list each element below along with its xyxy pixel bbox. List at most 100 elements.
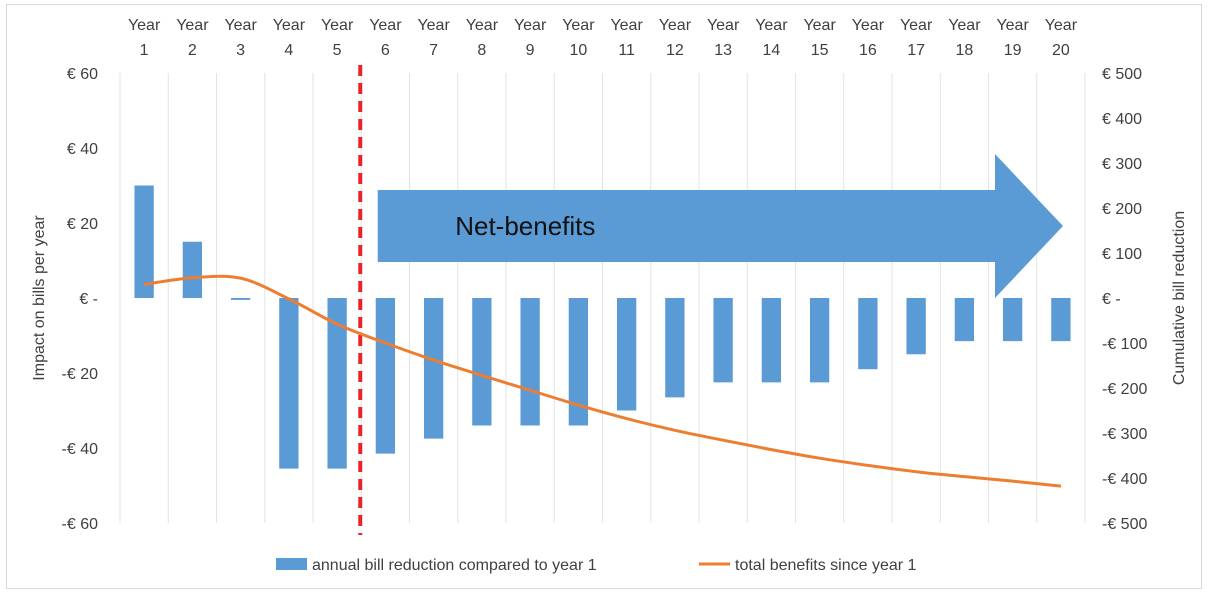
x-tick-label: Year 2	[176, 17, 209, 59]
x-tick-label: Year 11	[610, 17, 643, 59]
right-tick-label: -€ 200	[1102, 381, 1147, 398]
right-tick-label: € 400	[1102, 111, 1142, 128]
legend: annual bill reduction compared to year 1…	[276, 557, 917, 574]
x-tick-label: Year 20	[1045, 17, 1078, 59]
x-tick-label: Year 8	[466, 17, 499, 59]
x-tick-label: Year 4	[273, 17, 306, 59]
x-tick-label-line: 18	[955, 42, 973, 59]
x-tick-label-line: Year	[417, 17, 450, 34]
x-tick-label: Year 12	[659, 17, 692, 59]
bar	[1002, 298, 1023, 342]
left-tick-label: -€ 20	[62, 366, 99, 383]
x-tick-label-line: 11	[618, 42, 635, 59]
x-tick-label-line: 19	[1004, 42, 1022, 59]
x-tick-label-line: 7	[429, 42, 438, 59]
bar	[327, 298, 347, 469]
x-tick-label: Year 3	[224, 17, 257, 59]
x-tick-label-line: 4	[284, 42, 293, 59]
left-tick-label: € 20	[67, 216, 98, 233]
x-tick-label: Year 6	[369, 17, 402, 59]
x-tick-label-line: 10	[569, 42, 587, 59]
x-tick-label-line: Year	[755, 17, 788, 34]
x-tick-label-line: Year	[707, 17, 740, 34]
x-tick-label-line: 17	[907, 42, 925, 59]
x-tick-label: Year 7	[417, 17, 450, 59]
x-tick-label-line: Year	[369, 17, 402, 34]
x-tick-label: Year 5	[321, 17, 354, 59]
x-tick-label-line: Year	[514, 17, 547, 34]
right-tick-label: € 500	[1102, 66, 1142, 83]
net-benefits-arrow	[377, 154, 1064, 298]
left-axis-ticks: € 60 € 40 € 20 € - -€ 20 -€ 40 -€ 60	[62, 66, 99, 533]
x-tick-label: Year 10	[562, 17, 595, 59]
right-tick-label: -€ 300	[1102, 426, 1147, 443]
x-tick-label-line: Year	[659, 17, 692, 34]
bar	[182, 241, 203, 298]
x-tick-label: Year 14	[755, 17, 788, 59]
right-tick-label: € -	[1102, 291, 1121, 308]
x-tick-label-line: 2	[188, 42, 197, 59]
x-tick-label: Year 9	[514, 17, 547, 59]
left-tick-label: -€ 60	[62, 516, 99, 533]
x-tick-label: Year 15	[803, 17, 836, 59]
right-tick-label: -€ 100	[1102, 336, 1147, 353]
x-tick-label-line: 12	[666, 42, 684, 59]
x-tick-label-line: 6	[381, 42, 390, 59]
bar-series	[134, 185, 1071, 469]
total-benefits-line	[143, 274, 1062, 488]
x-tick-label-line: 1	[140, 42, 149, 59]
bar	[713, 298, 733, 383]
right-tick-label: -€ 400	[1102, 471, 1147, 488]
x-tick-label-line: Year	[803, 17, 836, 34]
x-tick-label: Year 17	[900, 17, 933, 59]
legend-label-line: total benefits since year 1	[735, 557, 917, 574]
x-tick-label-line: Year	[176, 17, 209, 34]
bar	[279, 298, 299, 469]
x-tick-label: Year 19	[996, 17, 1029, 59]
bar	[954, 298, 975, 342]
bar	[568, 298, 589, 426]
x-tick-label-line: Year	[948, 17, 981, 34]
x-tick-label-line: 5	[333, 42, 342, 59]
bar	[134, 185, 154, 298]
x-tick-label-line: Year	[466, 17, 499, 34]
bar	[375, 298, 396, 454]
right-tick-label: -€ 500	[1102, 516, 1147, 533]
x-tick-label-line: Year	[1045, 17, 1078, 34]
x-tick-label-line: Year	[900, 17, 933, 34]
bar	[423, 298, 444, 439]
x-tick-label-line: 13	[714, 42, 732, 59]
right-axis-ticks: € 500 € 400 € 300 € 200 € 100 € - -€ 100 -€ 200…	[1102, 66, 1147, 533]
bar	[472, 298, 492, 426]
x-tick-label-line: Year	[610, 17, 643, 34]
bar	[906, 298, 926, 355]
right-axis-title: Cumulative bill reduction	[1171, 211, 1188, 385]
x-tick-label-line: Year	[128, 17, 161, 34]
legend-swatch-bar	[276, 558, 307, 570]
x-tick-label-line: 3	[236, 42, 245, 59]
bar	[858, 298, 878, 370]
x-tick-label: Year 1	[128, 17, 161, 59]
left-tick-label: € 60	[67, 66, 98, 83]
bar	[230, 298, 251, 300]
right-tick-label: € 200	[1102, 201, 1142, 218]
bar	[616, 298, 637, 411]
bar	[761, 298, 782, 383]
left-tick-label: € -	[79, 291, 98, 308]
x-tick-label: Year 13	[707, 17, 740, 59]
right-tick-label: € 300	[1102, 156, 1142, 173]
x-tick-label-line: 20	[1052, 42, 1070, 59]
x-tick-label: Year 18	[948, 17, 981, 59]
vertical-gridlines	[119, 73, 1086, 523]
x-tick-label-line: 8	[477, 42, 486, 59]
bar	[1051, 298, 1071, 342]
x-tick-label-line: Year	[224, 17, 257, 34]
right-tick-label: € 100	[1102, 246, 1142, 263]
net-benefits-label: Net-benefits	[455, 211, 595, 241]
x-tick-label-line: Year	[562, 17, 595, 34]
x-tick-label-line: 9	[526, 42, 535, 59]
x-tick-label-line: Year	[273, 17, 306, 34]
x-tick-label-line: 14	[762, 42, 780, 59]
chart-frame	[6, 4, 1202, 589]
